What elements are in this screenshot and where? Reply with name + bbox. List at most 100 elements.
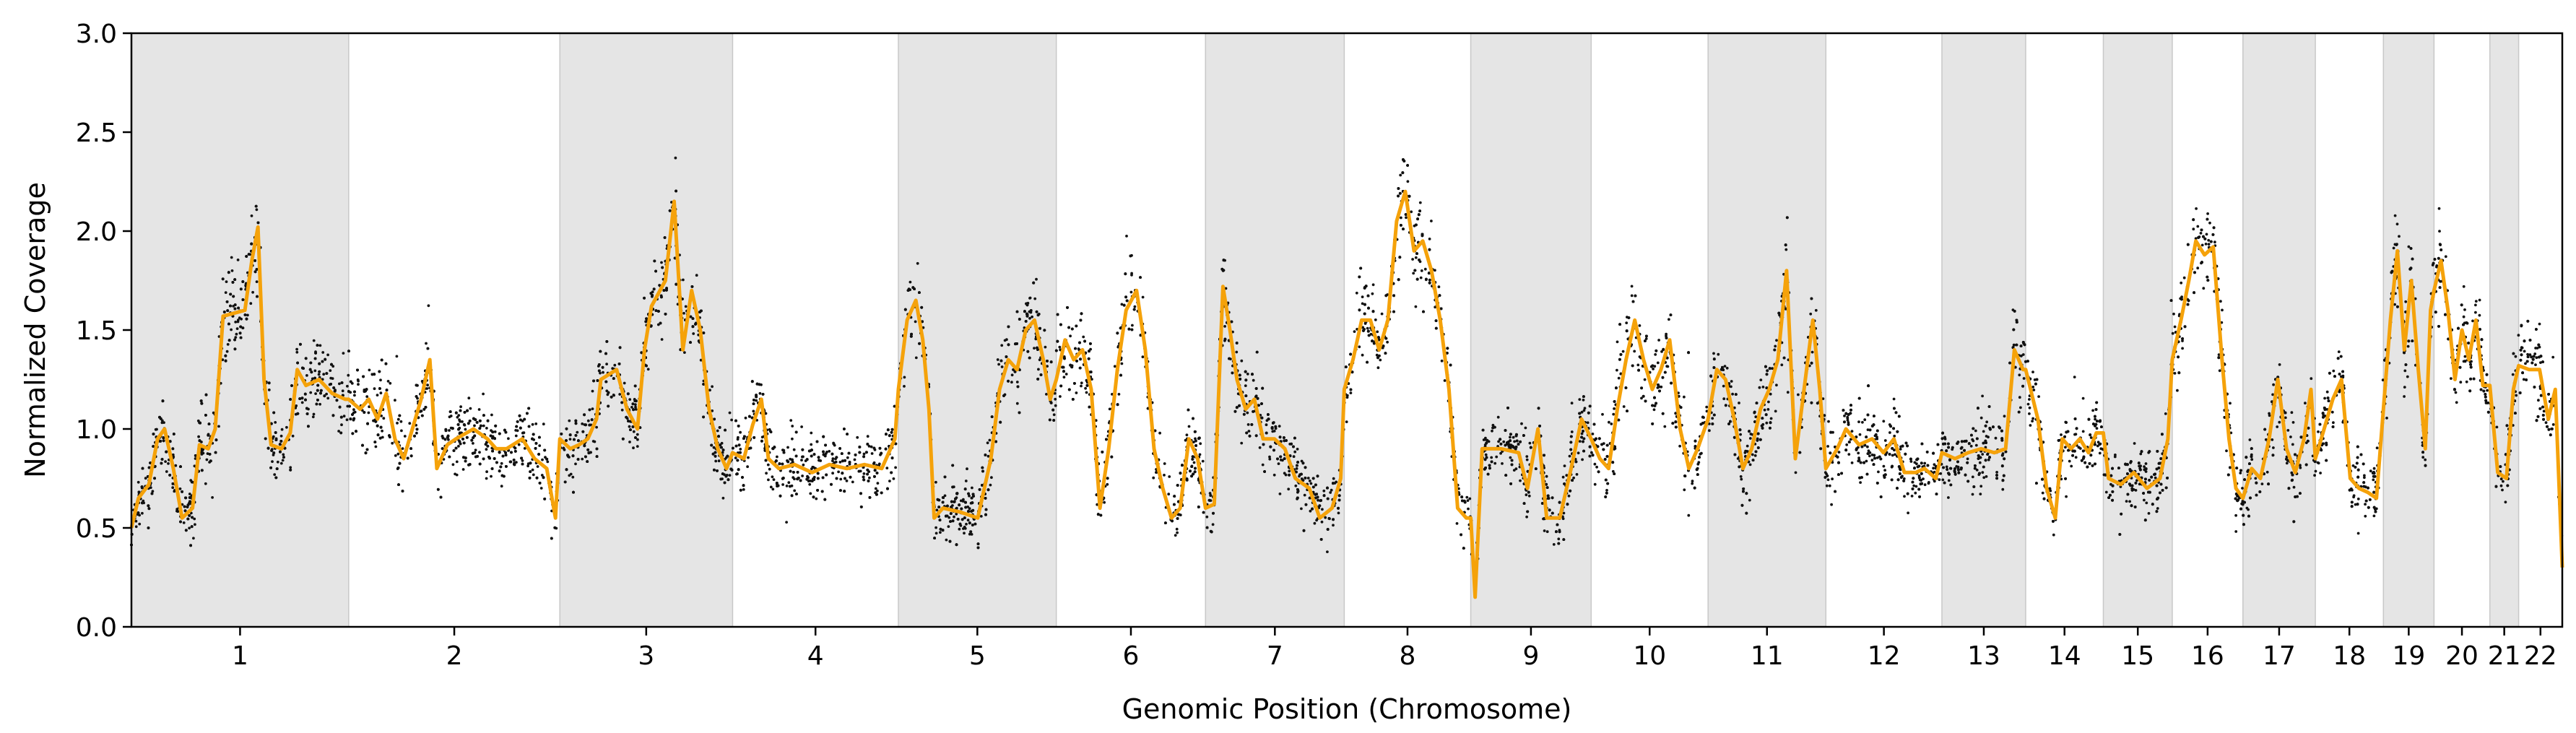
- coverage-point: [730, 418, 733, 422]
- coverage-point: [395, 355, 399, 358]
- coverage-point: [2517, 334, 2520, 337]
- coverage-point: [1971, 493, 1974, 496]
- coverage-point: [1753, 454, 1757, 457]
- coverage-point: [1821, 397, 1825, 400]
- coverage-point: [1831, 477, 1834, 481]
- coverage-point: [1089, 347, 1092, 351]
- coverage-point: [1287, 487, 1291, 491]
- coverage-point: [1982, 476, 1986, 480]
- coverage-point: [1814, 308, 1818, 312]
- coverage-point: [630, 406, 633, 409]
- coverage-point: [2462, 315, 2466, 318]
- coverage-point: [447, 438, 450, 441]
- coverage-point: [1374, 318, 1377, 321]
- coverage-point: [1722, 397, 1726, 401]
- coverage-point: [593, 440, 597, 443]
- coverage-point: [2208, 221, 2211, 225]
- coverage-point: [2147, 512, 2151, 515]
- coverage-point: [1430, 220, 1433, 222]
- coverage-point: [1252, 378, 1255, 382]
- coverage-point: [478, 451, 481, 454]
- coverage-point: [165, 470, 168, 473]
- coverage-point: [1652, 408, 1656, 412]
- coverage-point: [2248, 438, 2252, 441]
- coverage-point: [2538, 322, 2541, 326]
- coverage-point: [464, 428, 467, 431]
- coverage-point: [1739, 433, 1743, 436]
- coverage-point: [874, 487, 877, 490]
- coverage-point: [728, 474, 732, 477]
- coverage-point: [1995, 471, 1999, 474]
- coverage-point: [1484, 453, 1488, 456]
- coverage-point: [381, 435, 384, 439]
- coverage-point: [1586, 421, 1590, 425]
- coverage-point: [352, 408, 355, 412]
- coverage-point: [2074, 456, 2078, 459]
- coverage-point: [744, 416, 747, 420]
- coverage-point: [1420, 269, 1423, 272]
- coverage-point: [1712, 352, 1715, 355]
- coverage-point: [1198, 453, 1202, 456]
- coverage-point: [1775, 339, 1778, 342]
- coverage-point: [1581, 458, 1584, 461]
- coverage-point: [493, 430, 497, 433]
- coverage-point: [226, 343, 230, 346]
- coverage-point: [1296, 448, 1299, 451]
- coverage-point: [785, 521, 788, 524]
- coverage-point: [1780, 363, 1784, 367]
- coverage-point: [591, 407, 594, 410]
- coverage-point: [1705, 405, 1709, 409]
- coverage-point: [539, 487, 543, 490]
- coverage-point: [2495, 425, 2499, 429]
- coverage-point: [376, 394, 379, 396]
- coverage-point: [2271, 393, 2275, 396]
- coverage-point: [1893, 434, 1896, 438]
- coverage-point: [1524, 426, 1527, 430]
- coverage-point: [660, 261, 663, 264]
- coverage-point: [1261, 463, 1265, 467]
- coverage-point: [2538, 345, 2541, 349]
- coverage-point: [2221, 308, 2224, 312]
- coverage-point: [2081, 430, 2085, 433]
- coverage-point: [1567, 494, 1571, 498]
- coverage-point: [1246, 373, 1249, 376]
- coverage-point: [1613, 407, 1616, 410]
- coverage-point: [2205, 233, 2208, 236]
- coverage-point: [958, 527, 961, 531]
- coverage-point: [1349, 391, 1353, 394]
- coverage-point: [1423, 267, 1427, 271]
- coverage-point: [1543, 529, 1546, 532]
- coverage-point: [1857, 456, 1861, 459]
- coverage-point: [2029, 424, 2032, 427]
- coverage-point: [862, 472, 866, 475]
- coverage-point: [136, 480, 140, 484]
- coverage-point: [1846, 419, 1849, 422]
- coverage-point: [1283, 472, 1286, 475]
- coverage-point: [1268, 457, 1272, 461]
- coverage-point: [2404, 300, 2408, 303]
- coverage-point: [461, 420, 464, 423]
- coverage-point: [837, 470, 840, 474]
- coverage-point: [800, 459, 803, 461]
- coverage-point: [1292, 455, 1296, 459]
- coverage-point: [2364, 503, 2367, 506]
- coverage-point: [2172, 312, 2175, 316]
- coverage-point: [155, 428, 158, 431]
- coverage-point: [514, 429, 518, 432]
- coverage-point: [708, 389, 711, 392]
- coverage-point: [1784, 248, 1788, 251]
- coverage-point: [459, 405, 462, 409]
- coverage-point: [1254, 394, 1258, 398]
- coverage-point: [1570, 430, 1574, 433]
- coverage-point: [2393, 214, 2397, 217]
- coverage-point: [2444, 255, 2447, 259]
- coverage-point: [746, 465, 749, 469]
- coverage-point: [279, 434, 283, 438]
- coverage-point: [331, 365, 335, 368]
- coverage-point: [326, 396, 330, 400]
- coverage-point: [934, 480, 937, 484]
- coverage-point: [810, 443, 813, 446]
- coverage-point: [134, 525, 138, 529]
- coverage-point: [379, 391, 383, 395]
- coverage-point: [1786, 391, 1790, 394]
